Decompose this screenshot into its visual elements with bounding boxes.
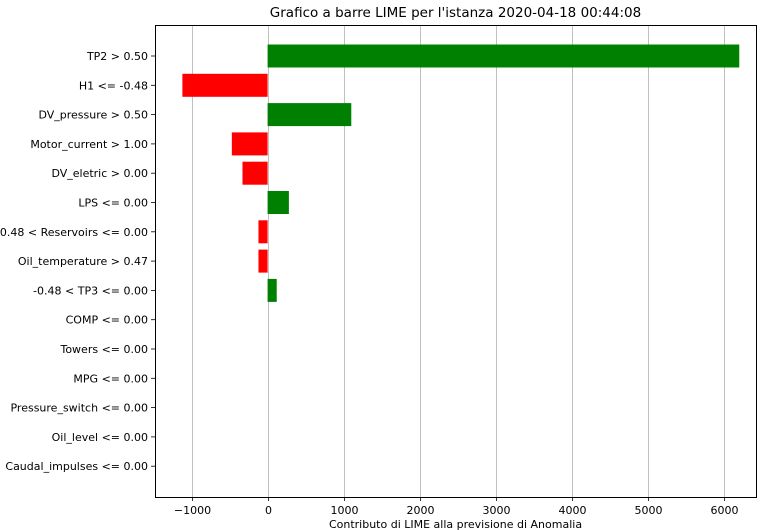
y-tick-label: LPS <= 0.00 (78, 197, 148, 210)
x-tick-label: 5000 (635, 504, 663, 517)
x-tick-label: 3000 (483, 504, 511, 517)
chart-title: Grafico a barre LIME per l'istanza 2020-… (270, 5, 641, 21)
y-tick-label: Oil_level <= 0.00 (52, 431, 148, 444)
x-axis-label: Contributo di LIME alla previsione di An… (329, 518, 582, 530)
bar (267, 278, 277, 302)
x-tick-label: −1000 (174, 504, 211, 517)
grid-lines (192, 25, 725, 497)
bar (267, 44, 740, 68)
bar (242, 161, 268, 185)
y-tick-label: -0.48 < Reservoirs <= 0.00 (0, 226, 148, 239)
bar (182, 73, 268, 97)
y-tick-label: Caudal_impulses <= 0.00 (5, 460, 148, 473)
bar (267, 191, 289, 214)
y-tick-label: -0.48 < TP3 <= 0.00 (33, 284, 148, 297)
y-tick-label: MPG <= 0.00 (73, 372, 148, 385)
y-tick-label: Oil_temperature > 0.47 (18, 255, 148, 268)
y-tick-label: Motor_current > 1.00 (30, 138, 148, 151)
bar (258, 249, 268, 273)
y-tick-label: DV_pressure > 0.50 (38, 109, 148, 122)
y-tick-labels: TP2 > 0.50 H1 <= -0.48 DV_pressure > 0.50 M… (0, 50, 155, 473)
x-tick-label: 6000 (711, 504, 739, 517)
y-tick-label: COMP <= 0.00 (66, 314, 148, 327)
y-tick-label: DV_eletric > 0.00 (51, 167, 148, 180)
x-tick-label: 4000 (559, 504, 587, 517)
x-tick-label: 1000 (331, 504, 359, 517)
y-tick-label: TP2 > 0.50 (86, 50, 148, 63)
y-tick-label: H1 <= -0.48 (79, 79, 148, 92)
x-tick-label: 0 (265, 504, 272, 517)
x-tick-label: 2000 (407, 504, 435, 517)
bars (182, 44, 740, 302)
plot-frame (155, 25, 757, 498)
x-tick-labels: −1000 0 1000 2000 3000 4000 5000 6000 (174, 497, 739, 517)
bar (231, 132, 268, 156)
y-tick-label: Pressure_switch <= 0.00 (10, 402, 148, 415)
bar (267, 103, 352, 127)
y-tick-label: Towers <= 0.00 (59, 343, 148, 356)
bar (258, 220, 268, 244)
